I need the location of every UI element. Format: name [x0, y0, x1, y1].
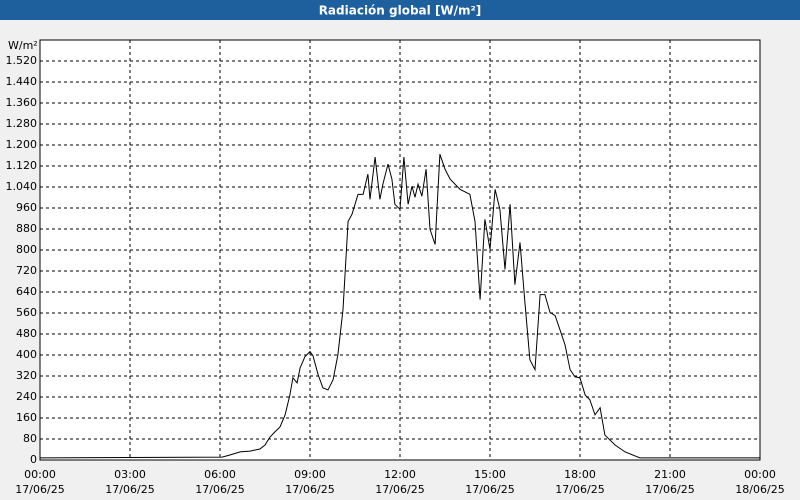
x-tick-label: 03:00: [114, 468, 146, 481]
y-tick-label: 80: [23, 432, 37, 445]
x-tick-date: 17/06/25: [645, 483, 694, 496]
y-tick-label: 1.040: [6, 180, 38, 193]
series-line: [39, 154, 760, 459]
x-tick-date: 17/06/25: [285, 483, 334, 496]
x-tick-date: 17/06/25: [105, 483, 154, 496]
y-tick-label: 0: [30, 453, 37, 466]
y-tick-label: 1.120: [6, 159, 38, 172]
x-tick-label: 12:00: [384, 468, 416, 481]
x-tick-label: 06:00: [204, 468, 236, 481]
y-tick-label: 1.440: [6, 75, 38, 88]
x-tick-label: 21:00: [654, 468, 686, 481]
y-tick-label: 640: [16, 285, 37, 298]
x-tick-date: 17/06/25: [555, 483, 604, 496]
x-tick-date: 18/06/25: [735, 483, 784, 496]
x-tick-label: 00:00: [744, 468, 776, 481]
x-tick-date: 17/06/25: [465, 483, 514, 496]
y-tick-label: 1.360: [6, 96, 38, 109]
x-tick-label: 18:00: [564, 468, 596, 481]
y-tick-label: 1.280: [6, 117, 38, 130]
y-tick-label: 480: [16, 327, 37, 340]
y-tick-label: 880: [16, 222, 37, 235]
y-unit-label: W/m²: [8, 39, 38, 52]
x-tick-date: 17/06/25: [375, 483, 424, 496]
y-tick-label: 960: [16, 201, 37, 214]
y-tick-label: 320: [16, 369, 37, 382]
chart-title: Radiación global [W/m²]: [319, 4, 482, 18]
y-tick-label: 160: [16, 411, 37, 424]
x-tick-date: 17/06/25: [195, 483, 244, 496]
y-tick-label: 1.200: [6, 138, 38, 151]
x-tick-label: 15:00: [474, 468, 506, 481]
y-tick-label: 560: [16, 306, 37, 319]
x-tick-label: 09:00: [294, 468, 326, 481]
y-tick-label: 400: [16, 348, 37, 361]
x-tick-label: 00:00: [24, 468, 56, 481]
y-tick-label: 1.520: [6, 54, 38, 67]
title-bar: [0, 0, 800, 20]
x-tick-date: 17/06/25: [15, 483, 64, 496]
y-tick-label: 720: [16, 264, 37, 277]
y-tick-label: 800: [16, 243, 37, 256]
y-tick-label: 240: [16, 390, 37, 403]
